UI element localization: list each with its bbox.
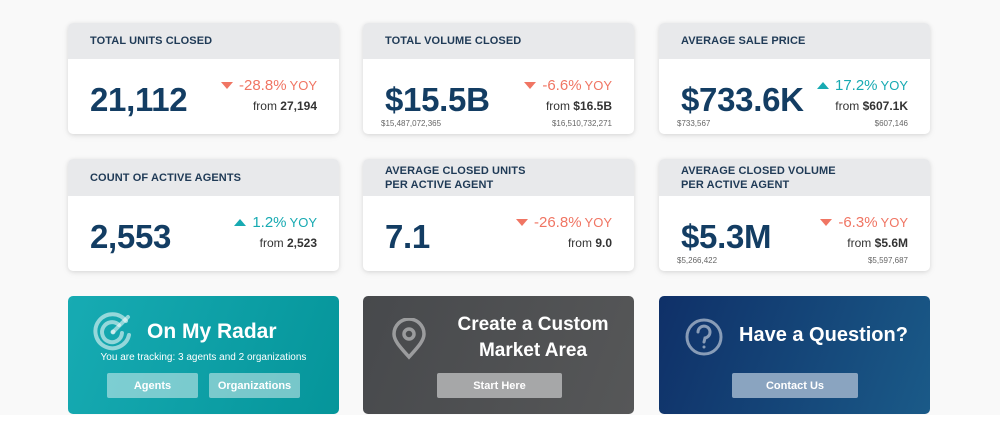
metric-value: $5.3M	[681, 218, 772, 255]
yoy-change: -28.8% YOY	[221, 77, 317, 94]
have-a-question-panel: Have a Question? Contact Us	[659, 296, 930, 414]
triangle-up-icon	[234, 219, 247, 226]
organizations-button[interactable]: Organizations	[209, 373, 300, 398]
metric-card-total-volume-closed: TOTAL VOLUME CLOSED $15.5B $15,487,072,3…	[363, 23, 634, 134]
yoy-label: YOY	[880, 215, 908, 230]
previous-value: from $5.6M	[847, 236, 908, 250]
yoy-label: YOY	[289, 215, 317, 230]
custom-market-area-panel: Create a Custom Market Area Start Here	[363, 296, 634, 414]
metric-value: 7.1	[385, 218, 430, 255]
agents-button[interactable]: Agents	[107, 373, 198, 398]
previous-value: from $16.5B	[545, 99, 612, 113]
on-my-radar-panel: On My Radar You are tracking: 3 agents a…	[68, 296, 339, 414]
metric-card-average-sale-price: AVERAGE SALE PRICE $733.6K $733,567 17.2…	[659, 23, 930, 134]
contact-us-button[interactable]: Contact Us	[732, 373, 858, 398]
metric-card-active-agents: COUNT OF ACTIVE AGENTS 2,553 1.2% YOY fro…	[68, 159, 339, 271]
card-title: AVERAGE CLOSED VOLUME PER ACTIVE AGENT	[659, 159, 930, 196]
change-percent: -6.6%	[542, 77, 582, 94]
change-percent: -28.8%	[239, 77, 287, 94]
metric-value: $733.6K	[681, 81, 804, 118]
raw-previous-value: $607,146	[874, 119, 908, 128]
previous-value: from $607.1K	[835, 99, 908, 113]
triangle-down-icon	[516, 219, 528, 226]
radar-icon	[90, 309, 136, 355]
card-title: AVERAGE SALE PRICE	[659, 23, 930, 59]
metric-value: 21,112	[90, 81, 188, 118]
card-title: COUNT OF ACTIVE AGENTS	[68, 159, 339, 196]
promo-title: Create a Custom Market Area	[457, 314, 609, 361]
raw-previous-value: $5,597,687	[867, 256, 908, 265]
change-percent: 1.2%	[252, 214, 287, 231]
tracking-summary: You are tracking: 3 agents and 2 organiz…	[100, 352, 307, 363]
promo-title: On My Radar	[147, 320, 277, 343]
raw-previous-value: $16,510,732,271	[551, 119, 612, 128]
triangle-down-icon	[221, 82, 233, 89]
triangle-down-icon	[820, 219, 833, 226]
change-percent: -26.8%	[534, 214, 582, 231]
yoy-label: YOY	[584, 78, 612, 93]
raw-value: $5,266,422	[677, 256, 718, 265]
metric-card-total-units-closed: TOTAL UNITS CLOSED 21,112 -28.8% YOY from…	[68, 23, 339, 134]
metric-card-avg-units-per-agent: AVERAGE CLOSED UNITS PER ACTIVE AGENT 7.…	[363, 159, 634, 271]
change-percent: -6.3%	[838, 214, 878, 231]
card-title: AVERAGE CLOSED UNITS PER ACTIVE AGENT	[363, 159, 634, 196]
previous-value: from 27,194	[252, 99, 317, 113]
metric-card-avg-volume-per-agent: AVERAGE CLOSED VOLUME PER ACTIVE AGENT $…	[659, 159, 930, 271]
start-here-button[interactable]: Start Here	[437, 373, 562, 398]
yoy-label: YOY	[584, 215, 612, 230]
yoy-change: -6.3% YOY	[820, 214, 908, 231]
metric-value: $15.5B	[385, 81, 490, 118]
change-percent: 17.2%	[834, 77, 878, 94]
previous-value: from 9.0	[567, 236, 612, 250]
card-title: TOTAL UNITS CLOSED	[68, 23, 339, 59]
yoy-change: -26.8% YOY	[516, 214, 612, 231]
yoy-label: YOY	[880, 78, 908, 93]
yoy-change: 17.2% YOY	[816, 77, 908, 94]
yoy-label: YOY	[289, 78, 317, 93]
question-circle-icon	[684, 317, 724, 357]
promo-title: Have a Question?	[739, 324, 908, 346]
triangle-up-icon	[816, 82, 829, 89]
yoy-change: -6.6% YOY	[524, 77, 612, 94]
triangle-down-icon	[524, 82, 537, 89]
map-pin-icon	[391, 318, 427, 360]
metric-value: 2,553	[90, 218, 172, 255]
card-title: TOTAL VOLUME CLOSED	[363, 23, 634, 59]
raw-value: $15,487,072,365	[381, 119, 442, 128]
raw-value: $733,567	[677, 119, 711, 128]
yoy-change: 1.2% YOY	[234, 214, 317, 231]
previous-value: from 2,523	[259, 236, 317, 250]
